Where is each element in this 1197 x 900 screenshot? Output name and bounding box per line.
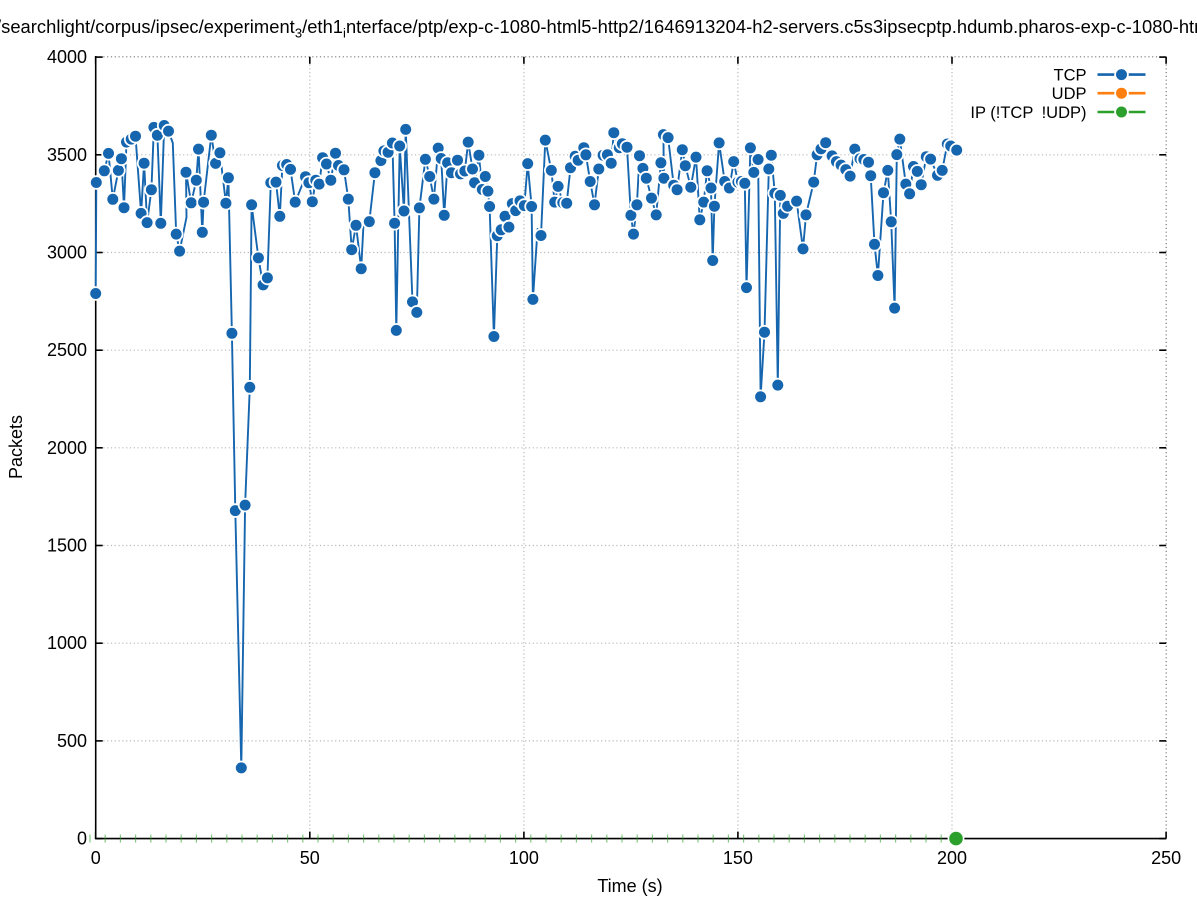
svg-text:IP (!TCP !UDP): IP (!TCP !UDP) xyxy=(970,104,1086,122)
svg-text:1500: 1500 xyxy=(47,536,87,556)
svg-text:0: 0 xyxy=(91,848,101,868)
svg-text:150: 150 xyxy=(723,848,753,868)
svg-text:2000: 2000 xyxy=(47,438,87,458)
svg-text:250: 250 xyxy=(1151,848,1181,868)
svg-text:100: 100 xyxy=(509,848,539,868)
svg-text:200: 200 xyxy=(937,848,967,868)
svg-text:500: 500 xyxy=(57,731,87,751)
svg-text:/searchlight/corpus/ipsec/expe: /searchlight/corpus/ipsec/experiment3/et… xyxy=(0,16,1197,41)
svg-text:0: 0 xyxy=(77,829,87,849)
svg-text:Packets: Packets xyxy=(6,415,26,479)
svg-text:50: 50 xyxy=(300,848,320,868)
svg-text:1000: 1000 xyxy=(47,633,87,653)
svg-text:Time (s): Time (s) xyxy=(597,876,662,896)
svg-text:TCP: TCP xyxy=(1054,67,1087,85)
svg-text:UDP: UDP xyxy=(1052,85,1087,103)
svg-text:4000: 4000 xyxy=(47,47,87,67)
svg-text:3500: 3500 xyxy=(47,145,87,165)
svg-text:2500: 2500 xyxy=(47,340,87,360)
svg-text:3000: 3000 xyxy=(47,243,87,263)
